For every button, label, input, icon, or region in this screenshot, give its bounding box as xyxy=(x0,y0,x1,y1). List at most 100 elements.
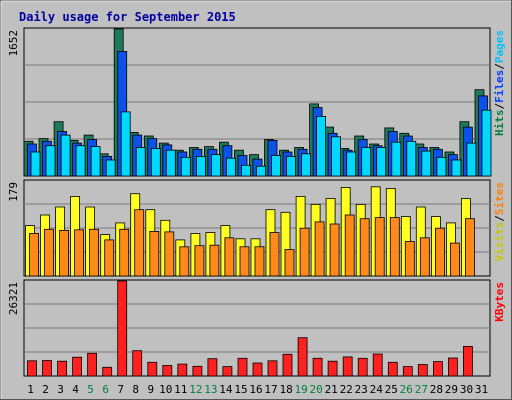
x-tick-label-day-23: 23 xyxy=(355,383,368,396)
panel-max-label: 1652 xyxy=(7,30,20,57)
bar-pages-day-16 xyxy=(256,165,266,177)
x-tick-label-day-21: 21 xyxy=(325,383,338,396)
bar-kbytes-day-7 xyxy=(117,280,128,377)
bar-sites-day-24 xyxy=(374,217,385,277)
bar-sites-day-21 xyxy=(329,223,340,277)
bar-sites-day-9 xyxy=(149,230,160,277)
bar-pages-day-31 xyxy=(481,109,492,177)
bar-pages-day-1 xyxy=(30,151,41,177)
axis-label-part: KBytes xyxy=(493,282,506,322)
bar-pages-day-15 xyxy=(241,164,251,177)
x-tick-label-day-14: 14 xyxy=(219,383,233,396)
x-tick-label-day-31: 31 xyxy=(475,383,488,396)
x-tick-label-day-8: 8 xyxy=(132,383,139,396)
bar-kbytes-day-14 xyxy=(222,366,233,377)
x-tick-label-day-28: 28 xyxy=(430,383,443,396)
axis-label-part: Files xyxy=(493,70,506,103)
series-pages xyxy=(30,109,492,177)
bar-kbytes-day-13 xyxy=(207,358,218,377)
bar-pages-day-3 xyxy=(60,134,71,177)
x-axis-labels: 1 2 3 4 5 6 7 8 9 10 11 12 13 14 15 16 17 18 19 20 21 22 23 24 2… xyxy=(27,383,488,396)
bar-pages-day-27 xyxy=(421,150,432,177)
x-tick-label-day-13: 13 xyxy=(204,383,217,396)
bar-pages-day-29 xyxy=(451,159,462,177)
bar-kbytes-day-12 xyxy=(192,365,203,377)
bar-kbytes-day-8 xyxy=(132,350,143,377)
bar-pages-day-10 xyxy=(165,149,176,177)
panel-axis-label: Visits/Sites xyxy=(493,182,506,262)
x-tick-label-day-19: 19 xyxy=(294,383,307,396)
bar-pages-day-26 xyxy=(406,140,417,177)
bar-pages-day-17 xyxy=(271,155,281,177)
bar-sites-day-3 xyxy=(59,229,69,277)
x-tick-label-day-22: 22 xyxy=(340,383,353,396)
bar-pages-day-6 xyxy=(105,159,116,177)
bar-pages-day-4 xyxy=(75,145,86,177)
bar-sites-day-13 xyxy=(209,244,220,277)
x-tick-label-day-12: 12 xyxy=(189,383,202,396)
panel-max-label: 179 xyxy=(7,182,20,202)
bar-sites-day-26 xyxy=(404,241,415,277)
bar-kbytes-day-15 xyxy=(237,357,248,377)
bar-pages-day-24 xyxy=(376,147,387,177)
bar-sites-day-7 xyxy=(119,228,130,277)
bar-pages-day-13 xyxy=(210,154,221,177)
axis-label-part: Visits xyxy=(493,222,506,262)
bar-pages-day-25 xyxy=(391,141,402,177)
bar-kbytes-day-25 xyxy=(387,361,398,377)
bar-kbytes-day-4 xyxy=(72,356,82,377)
bar-sites-day-1 xyxy=(29,233,39,277)
x-tick-label-day-4: 4 xyxy=(72,383,79,396)
x-tick-label-day-10: 10 xyxy=(159,383,172,396)
bar-sites-day-14 xyxy=(224,237,235,277)
bar-sites-day-29 xyxy=(449,242,460,277)
bar-sites-day-17 xyxy=(269,232,280,277)
bar-pages-day-30 xyxy=(466,142,477,177)
bar-sites-day-25 xyxy=(389,217,400,277)
bar-kbytes-day-22 xyxy=(342,356,353,377)
bar-sites-day-27 xyxy=(419,237,430,277)
bar-kbytes-day-18 xyxy=(282,353,293,377)
x-tick-label-day-3: 3 xyxy=(57,383,64,396)
bar-kbytes-day-10 xyxy=(162,365,173,377)
series-kbytes xyxy=(27,280,473,377)
bar-kbytes-day-2 xyxy=(42,360,52,377)
panel-max-label: 26321 xyxy=(7,282,20,315)
x-tick-label-day-1: 1 xyxy=(27,383,34,396)
bar-sites-day-28 xyxy=(434,227,445,277)
bar-kbytes-day-27 xyxy=(417,364,428,377)
bar-pages-day-9 xyxy=(150,147,161,177)
axis-label-part: / xyxy=(493,63,506,70)
x-tick-label-day-26: 26 xyxy=(400,383,413,396)
bar-kbytes-day-6 xyxy=(102,366,113,377)
x-tick-label-day-15: 15 xyxy=(234,383,247,396)
x-tick-label-day-30: 30 xyxy=(460,383,473,396)
bar-pages-day-14 xyxy=(225,157,236,177)
bar-sites-day-19 xyxy=(299,227,310,277)
bar-pages-day-20 xyxy=(316,116,327,177)
x-tick-label-day-5: 5 xyxy=(87,383,94,396)
bar-kbytes-day-1 xyxy=(27,360,37,377)
bar-sites-day-20 xyxy=(314,221,325,277)
bar-sites-day-23 xyxy=(359,218,370,277)
bar-pages-day-18 xyxy=(286,155,296,177)
x-tick-label-day-7: 7 xyxy=(117,383,124,396)
bar-kbytes-day-17 xyxy=(267,360,278,377)
bar-kbytes-day-9 xyxy=(147,361,158,377)
bar-pages-day-21 xyxy=(331,136,342,177)
bar-pages-day-7 xyxy=(120,111,131,177)
x-tick-label-day-20: 20 xyxy=(309,383,322,396)
x-tick-label-day-2: 2 xyxy=(42,383,49,396)
bar-kbytes-day-20 xyxy=(312,357,323,377)
bar-sites-day-2 xyxy=(44,228,54,277)
x-tick-label-day-18: 18 xyxy=(279,383,292,396)
bar-kbytes-day-28 xyxy=(432,361,443,377)
axis-label-part: Sites xyxy=(493,182,506,215)
bar-pages-day-12 xyxy=(195,155,206,177)
bar-pages-day-22 xyxy=(346,151,357,177)
axis-label-part: / xyxy=(493,103,506,110)
bar-sites-day-15 xyxy=(239,246,250,277)
bar-sites-day-6 xyxy=(104,239,115,277)
bar-pages-day-5 xyxy=(90,146,101,177)
bar-sites-day-16 xyxy=(254,246,265,277)
